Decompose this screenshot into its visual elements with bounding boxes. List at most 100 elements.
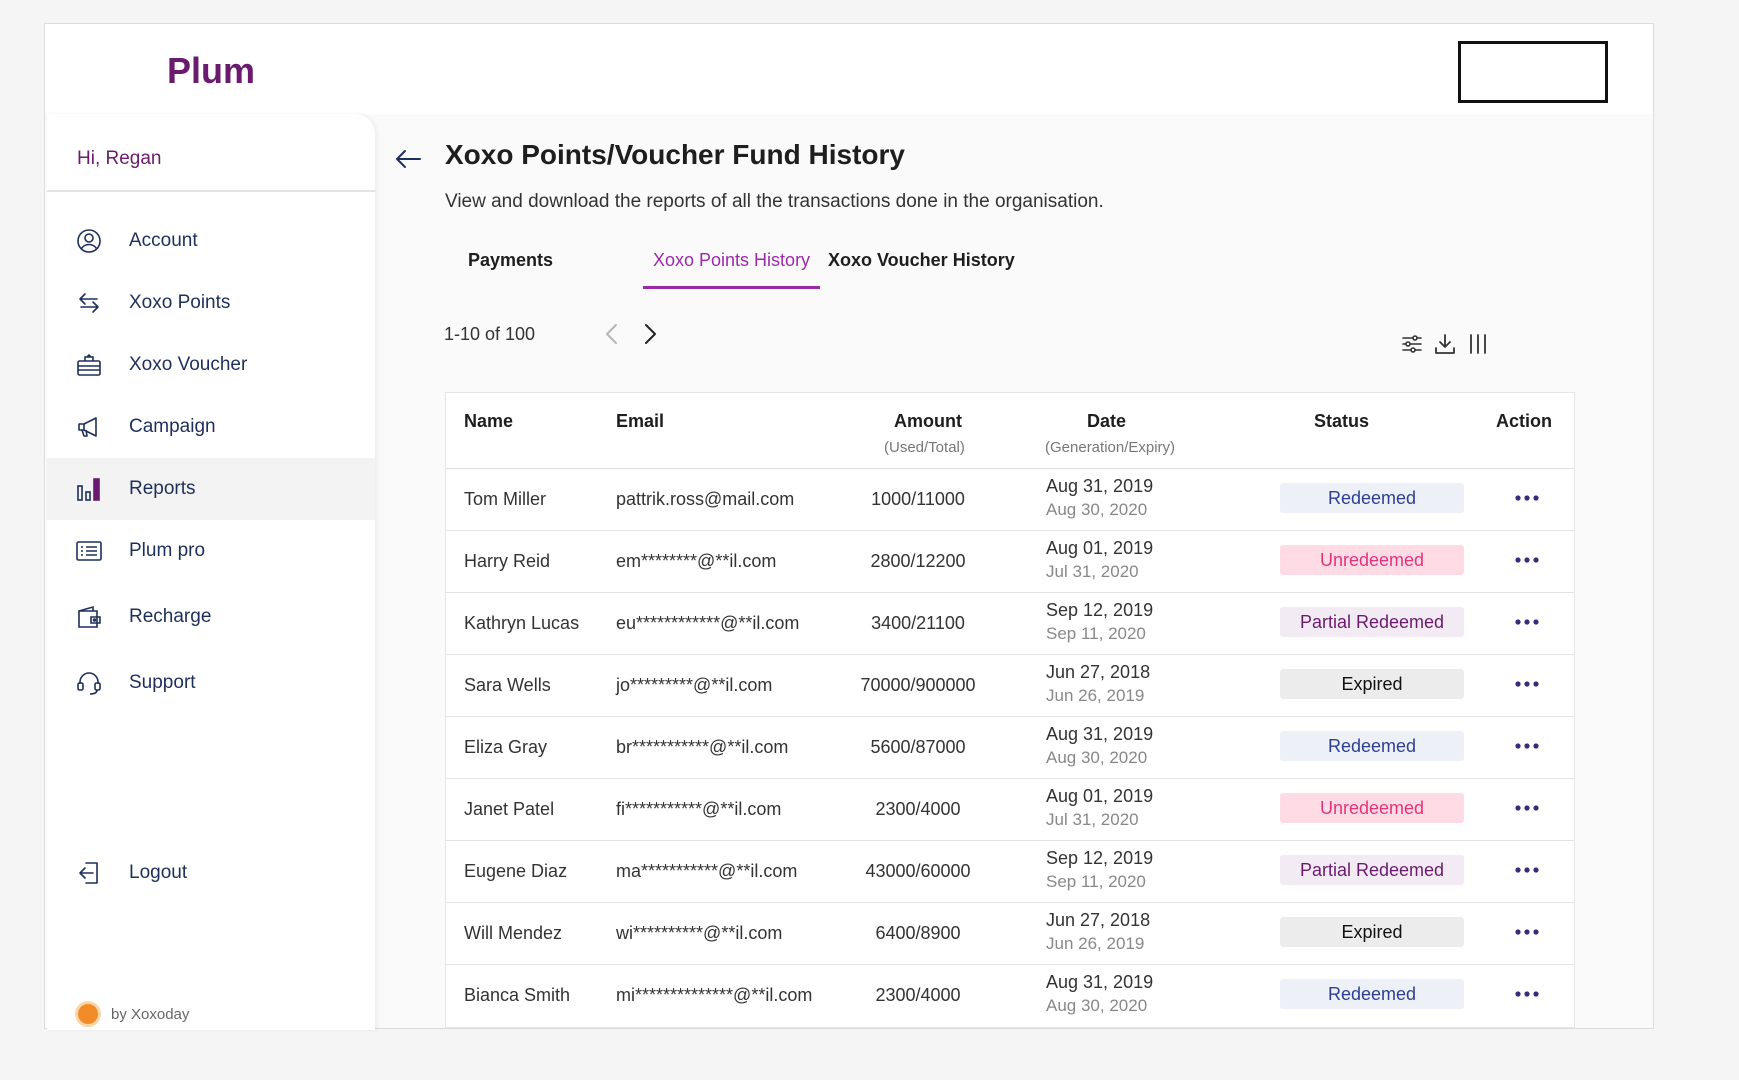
more-actions-icon[interactable] [1512,553,1542,567]
sidebar-item-xoxo-points[interactable]: Xoxo Points [47,272,375,334]
megaphone-icon [75,413,103,441]
table-row[interactable]: Eliza Gray br***********@**il.com 5600/870… [446,717,1574,779]
top-right-placeholder-box[interactable] [1458,41,1608,103]
cell-generation-date: Sep 12, 2019 [1046,600,1154,620]
table-row[interactable]: Janet Patel fi***********@**il.com 2300/40… [446,779,1574,841]
cell-generation-date: Jun 27, 2018 [1046,910,1151,930]
cell-name: Tom Miller [464,489,547,509]
table-row[interactable]: Tom Miller pattrik.ross@mail.com 1000/1100… [446,469,1574,531]
sidebar-item-xoxo-voucher[interactable]: Xoxo Voucher [47,334,375,396]
page-title: Xoxo Points/Voucher Fund History [445,139,905,170]
table-row[interactable]: Eugene Diaz ma***********@**il.com 43000/6… [446,841,1574,903]
column-header-action: Action [1496,411,1552,431]
cell-expiry-date: Aug 30, 2020 [1046,500,1148,519]
cell-generation-date: Jun 27, 2018 [1046,662,1151,682]
cell-amount: 5600/87000 [870,737,966,757]
status-badge: Unredeemed [1280,545,1464,575]
cell-expiry-date: Sep 11, 2020 [1046,624,1146,643]
table-row[interactable]: Harry Reid em********@**il.com 2800/12200 A… [446,531,1574,593]
plum-logo[interactable]: Plum [167,50,256,91]
footer-brand-text: by Xoxoday [111,1005,190,1023]
table-row[interactable]: Will Mendez wi**********@**il.com 6400/890… [446,903,1574,965]
fund-history-table: Name Email Amount (Used/Total) Date (Gen… [445,392,1575,1028]
status-badge: Unredeemed [1280,793,1464,823]
cell-generation-date: Aug 31, 2019 [1046,972,1154,992]
sidebar-item-label: Xoxo Points [129,292,231,313]
column-header-status[interactable]: Status [1314,411,1370,431]
cell-name: Will Mendez [464,923,563,943]
column-header-name[interactable]: Name [464,411,514,431]
cell-expiry-date: Jun 26, 2019 [1046,686,1145,705]
cell-generation-date: Sep 12, 2019 [1046,848,1154,868]
chevron-right-icon[interactable] [640,322,662,346]
cell-name: Eliza Gray [464,737,548,757]
cell-name: Janet Patel [464,799,555,819]
cell-generation-date: Aug 01, 2019 [1046,786,1154,806]
download-icon[interactable] [1433,332,1459,358]
logout-label: Logout [129,862,188,883]
cell-email: fi***********@**il.com [616,799,782,819]
column-header-email[interactable]: Email [616,411,665,431]
cell-name: Bianca Smith [464,985,571,1005]
cell-generation-date: Aug 01, 2019 [1046,538,1154,558]
sidebar-item-recharge[interactable]: Recharge [47,586,375,648]
wallet-icon [75,603,103,631]
filter-sliders-icon[interactable] [1400,332,1426,358]
logout-button[interactable]: Logout [47,842,375,904]
sidebar-item-label: Reports [129,478,196,499]
status-badge: Redeemed [1280,979,1464,1009]
tab-xoxo-voucher-history[interactable]: Xoxo Voucher History [828,250,1015,270]
more-actions-icon[interactable] [1512,925,1542,939]
more-actions-icon[interactable] [1512,739,1542,753]
column-subheader-date: (Generation/Expiry) [1045,439,1176,456]
bar-chart-icon [75,475,103,503]
sidebar-item-label: Account [129,230,198,251]
cell-amount: 2800/12200 [870,551,966,571]
cell-amount: 43000/60000 [865,861,971,881]
table-row[interactable]: Bianca Smith mi**************@**il.com 230… [446,965,1574,1027]
more-actions-icon[interactable] [1512,491,1542,505]
columns-icon[interactable] [1466,332,1492,358]
sidebar-item-account[interactable]: Account [47,210,375,272]
column-header-amount[interactable]: Amount [894,411,962,431]
column-header-date[interactable]: Date [1087,411,1127,431]
cell-email: jo*********@**il.com [616,675,773,695]
back-arrow-icon[interactable] [393,144,425,174]
logout-icon [75,859,103,887]
cell-amount: 3400/21100 [871,613,965,633]
more-actions-icon[interactable] [1512,677,1542,691]
status-badge: Expired [1280,669,1464,699]
more-actions-icon[interactable] [1512,987,1542,1001]
sidebar-item-support[interactable]: Support [47,652,375,714]
sidebar-item-campaign[interactable]: Campaign [47,396,375,458]
cell-email: wi**********@**il.com [616,923,783,943]
greeting: Hi, Regan [77,148,162,169]
sidebar-item-plum-pro[interactable]: Plum pro [47,520,375,582]
sidebar-item-label: Plum pro [129,540,206,561]
cell-amount: 6400/8900 [875,923,961,943]
list-card-icon [75,537,103,565]
xoxoday-logo-icon [75,1001,101,1027]
cell-name: Harry Reid [464,551,551,571]
cell-expiry-date: Jul 31, 2020 [1046,810,1139,829]
table-row[interactable]: Kathryn Lucas eu************@**il.com 3400… [446,593,1574,655]
cell-name: Kathryn Lucas [464,613,580,633]
more-actions-icon[interactable] [1512,863,1542,877]
voucher-icon [75,351,103,379]
table-row[interactable]: Sara Wells jo*********@**il.com 70000/9000… [446,655,1574,717]
status-badge: Redeemed [1280,731,1464,761]
cell-expiry-date: Jul 31, 2020 [1046,562,1139,581]
cell-email: eu************@**il.com [616,613,800,633]
cell-amount: 2300/4000 [875,799,961,819]
more-actions-icon[interactable] [1512,615,1542,629]
tab-payments[interactable]: Payments [468,250,554,270]
account-circle-icon [75,227,103,255]
table-header: Name Email Amount (Used/Total) Date (Gen… [446,393,1574,469]
sidebar-item-reports[interactable]: Reports [47,458,375,520]
cell-amount: 70000/900000 [860,675,976,695]
cell-email: br***********@**il.com [616,737,789,757]
tab-xoxo-points-history[interactable]: Xoxo Points History [643,249,821,289]
cell-email: mi**************@**il.com [616,985,813,1005]
more-actions-icon[interactable] [1512,801,1542,815]
chevron-left-icon[interactable] [602,322,624,346]
